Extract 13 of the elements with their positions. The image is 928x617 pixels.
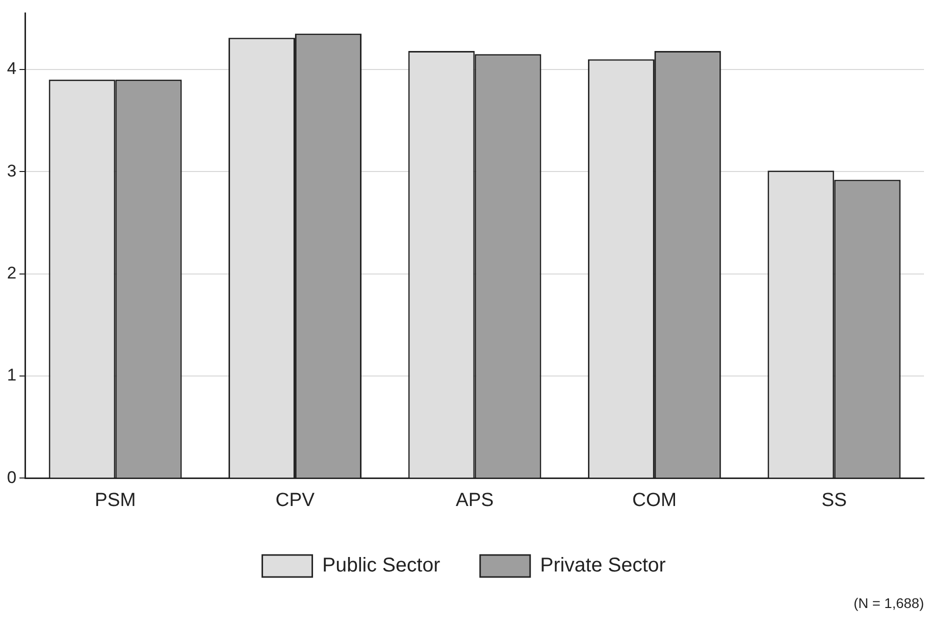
y-tick-label: 2 [6,263,16,282]
y-tick-label: 3 [6,161,16,180]
x-tick-label: CPV [275,490,315,511]
y-tick-label: 0 [6,468,16,487]
x-tick-label: COM [632,490,677,511]
legend-label: Public Sector [322,554,440,577]
x-tick-label: SS [821,490,847,511]
x-tick-label: APS [456,490,494,511]
legend-label: Private Sector [540,554,666,577]
x-tick-label: PSM [94,490,136,511]
text: (N = 1,688) [854,594,924,611]
y-tick-label: 1 [6,366,16,385]
y-tick-label: 4 [6,59,16,78]
